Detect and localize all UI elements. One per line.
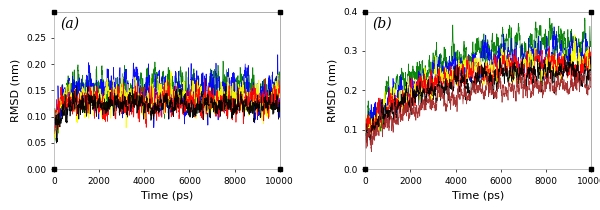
Y-axis label: RMSD (nm): RMSD (nm)	[11, 59, 20, 122]
Text: (b): (b)	[372, 16, 392, 30]
Text: (a): (a)	[61, 16, 80, 30]
X-axis label: Time (ps): Time (ps)	[140, 191, 193, 201]
X-axis label: Time (ps): Time (ps)	[452, 191, 505, 201]
Y-axis label: RMSD (nm): RMSD (nm)	[328, 59, 338, 122]
